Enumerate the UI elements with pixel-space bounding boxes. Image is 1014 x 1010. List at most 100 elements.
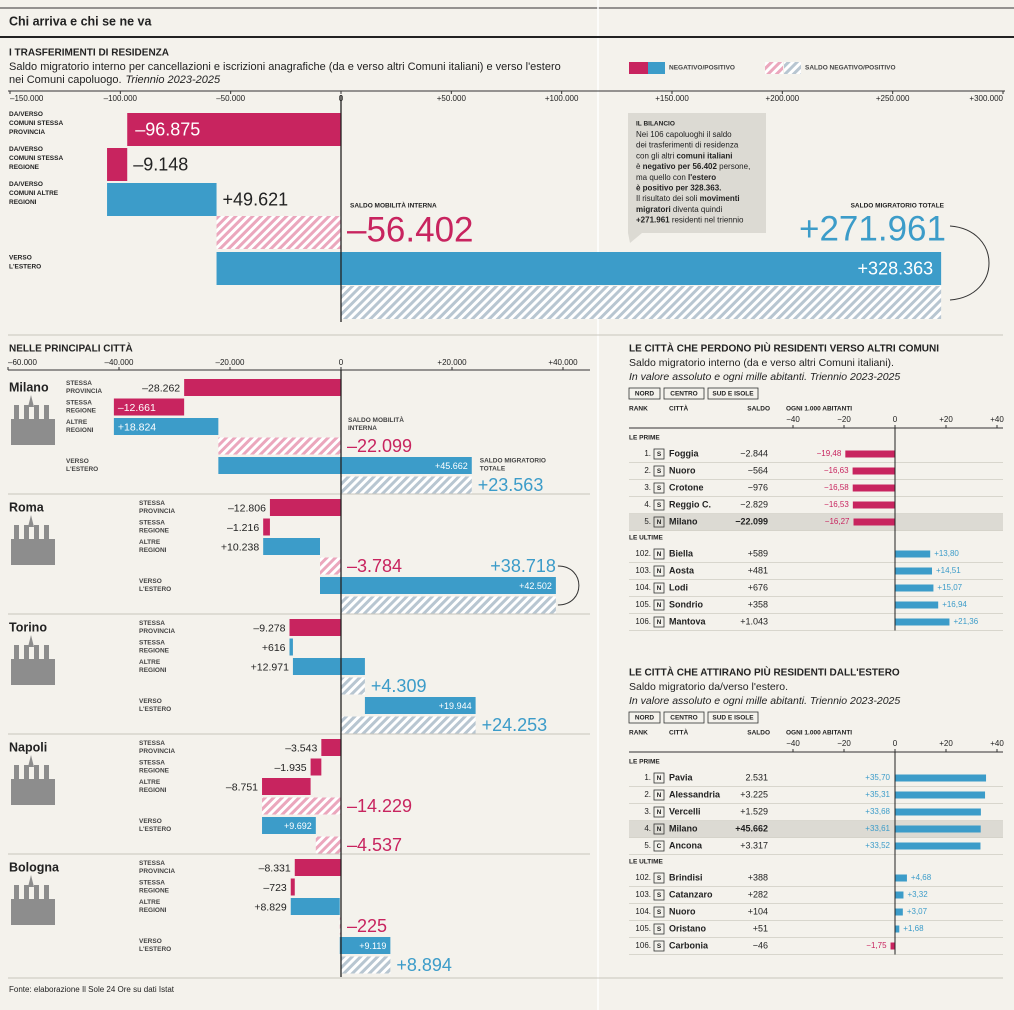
subtotal-title: SALDO MOBILITÀ INTERNA — [350, 201, 437, 210]
row-label: STESSA — [139, 500, 165, 507]
area-box — [653, 548, 665, 560]
area-box — [653, 616, 665, 628]
bar — [319, 577, 556, 594]
icon-tower — [34, 405, 39, 421]
rank: 103. — [635, 890, 651, 899]
city: Milano — [669, 823, 698, 833]
rank: 4. — [644, 500, 651, 509]
column-header: CITTÀ — [669, 404, 688, 413]
city-name: Roma — [9, 500, 45, 514]
icon-spire — [28, 395, 34, 407]
bar — [107, 183, 217, 216]
saldo: +358 — [748, 599, 768, 609]
icon-tower — [34, 525, 39, 541]
section-label: LE PRIME — [629, 759, 660, 766]
icon-tower — [24, 765, 29, 781]
area-code: S — [657, 875, 662, 882]
area-code: N — [657, 585, 662, 592]
bar — [127, 113, 342, 146]
bar — [262, 817, 316, 834]
bar — [262, 778, 311, 795]
bar — [289, 638, 293, 656]
area-key: SUD E ISOLE — [712, 391, 754, 398]
area-box — [653, 499, 665, 511]
note-line: dei trasferimenti di residenza — [636, 141, 739, 150]
value-label: +3,32 — [907, 890, 928, 899]
city: Nuoro — [669, 465, 696, 475]
section-label: LE ULTIME — [629, 535, 663, 542]
bar — [895, 618, 950, 626]
value-label: –1.216 — [227, 522, 259, 534]
area-code: N — [657, 568, 662, 575]
row-label: REGIONE — [66, 408, 97, 415]
legend-label: SALDO NEGATIVO/POSITIVO — [805, 65, 896, 72]
value-label: +16,94 — [942, 600, 967, 609]
value-label: +328.363 — [858, 258, 934, 278]
rank: 2. — [644, 466, 651, 475]
x-tick-label: +20 — [939, 415, 953, 424]
note-text: residenti nel triennio — [670, 216, 744, 225]
total-value: –4.537 — [347, 835, 402, 855]
value-label: –9.148 — [133, 154, 188, 174]
area-box — [653, 582, 665, 594]
icon-tower — [14, 405, 19, 421]
value-label: –8.751 — [226, 781, 258, 793]
row-label: ALTRE — [139, 779, 161, 786]
subtotal-value: –56.402 — [347, 210, 474, 249]
total-value: +24.253 — [482, 715, 548, 735]
subtotal-bar — [262, 797, 341, 815]
value-label: +1,68 — [903, 924, 924, 933]
city: Milano — [669, 516, 698, 526]
value-label: −16,58 — [824, 483, 849, 492]
icon-spire — [28, 875, 34, 887]
highlight-row — [629, 820, 1003, 838]
bar — [263, 538, 320, 555]
note-text: negativo per 56.402 — [643, 162, 718, 171]
area-box — [653, 789, 665, 801]
area-code: S — [657, 468, 662, 475]
x-tick-label: –40.000 — [105, 358, 134, 367]
table-subtitle-italic: In valore assoluto e ogni mille abitanti… — [629, 371, 900, 383]
table-subtitle: Saldo migratorio da/verso l'estero. — [629, 681, 788, 693]
area-box — [653, 772, 665, 784]
bar — [895, 808, 981, 816]
icon-tower — [24, 885, 29, 901]
city: Carbonia — [669, 940, 709, 950]
area-code: N — [657, 792, 662, 799]
row-label: VERSO — [139, 938, 162, 945]
value-label: –723 — [263, 882, 287, 894]
value-label: +33,61 — [865, 824, 890, 833]
area-code: S — [657, 892, 662, 899]
bar — [339, 937, 391, 954]
subtotal-title: SALDO MOBILITÀ — [348, 415, 404, 424]
area-key-box — [628, 711, 661, 724]
column-header: OGNI 1.000 ABITANTI — [786, 406, 852, 413]
area-code: S — [657, 943, 662, 950]
note-line: è positivo per 328.363. — [636, 184, 721, 193]
value-label: –12.806 — [228, 502, 266, 514]
value-label: +33,68 — [865, 807, 890, 816]
rank: 1. — [644, 449, 651, 458]
subtotal-value: –3.784 — [347, 556, 402, 576]
column-header: SALDO — [747, 730, 770, 737]
icon-base — [11, 419, 55, 445]
icon-tower — [34, 645, 39, 661]
x-tick-label: −20 — [837, 415, 851, 424]
area-key: NORD — [635, 391, 654, 398]
note-box — [628, 113, 766, 233]
note-text: Nei 106 capoluoghi il saldo — [636, 130, 732, 139]
city: Nuoro — [669, 906, 696, 916]
subtotal-bar — [218, 437, 341, 455]
note-line: è negativo per 56.402 persone, — [636, 162, 750, 171]
legend-swatch — [648, 62, 665, 74]
bar — [895, 791, 986, 799]
area-code: N — [657, 519, 662, 526]
bar — [852, 501, 895, 509]
area-box — [653, 448, 665, 460]
saldo: 2.531 — [745, 772, 768, 782]
rank: 102. — [635, 873, 651, 882]
subtotal-value: +4.309 — [371, 676, 427, 696]
icon-spire — [28, 515, 34, 527]
saldo: −46 — [753, 940, 768, 950]
row-label: STESSA — [66, 380, 92, 387]
